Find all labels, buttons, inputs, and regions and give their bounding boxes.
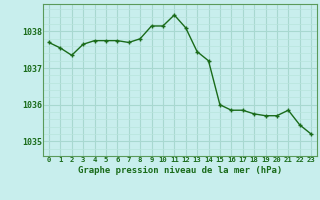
X-axis label: Graphe pression niveau de la mer (hPa): Graphe pression niveau de la mer (hPa)	[78, 166, 282, 175]
